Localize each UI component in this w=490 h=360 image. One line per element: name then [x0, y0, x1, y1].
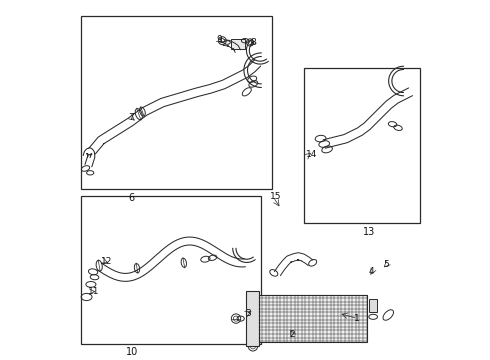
Text: 5: 5	[383, 260, 389, 269]
Text: 14: 14	[306, 150, 318, 159]
Bar	[245, 291, 259, 346]
Bar	[369, 299, 377, 312]
Text: 2: 2	[290, 330, 295, 339]
Text: 12: 12	[101, 256, 112, 266]
Text: 15: 15	[270, 192, 282, 201]
Bar	[304, 68, 419, 223]
Text: 13: 13	[363, 227, 375, 237]
Bar	[231, 39, 245, 49]
Bar	[259, 295, 368, 342]
Text: 7: 7	[128, 112, 134, 122]
Text: 4: 4	[369, 267, 374, 276]
Text: 8: 8	[250, 38, 256, 47]
Text: 3: 3	[245, 309, 251, 318]
Text: 1: 1	[354, 314, 360, 323]
Bar	[81, 16, 272, 189]
Text: 6: 6	[128, 193, 135, 203]
Bar	[81, 196, 261, 344]
Text: 11: 11	[88, 287, 100, 296]
Text: 10: 10	[125, 347, 138, 357]
Text: 9: 9	[216, 35, 222, 44]
